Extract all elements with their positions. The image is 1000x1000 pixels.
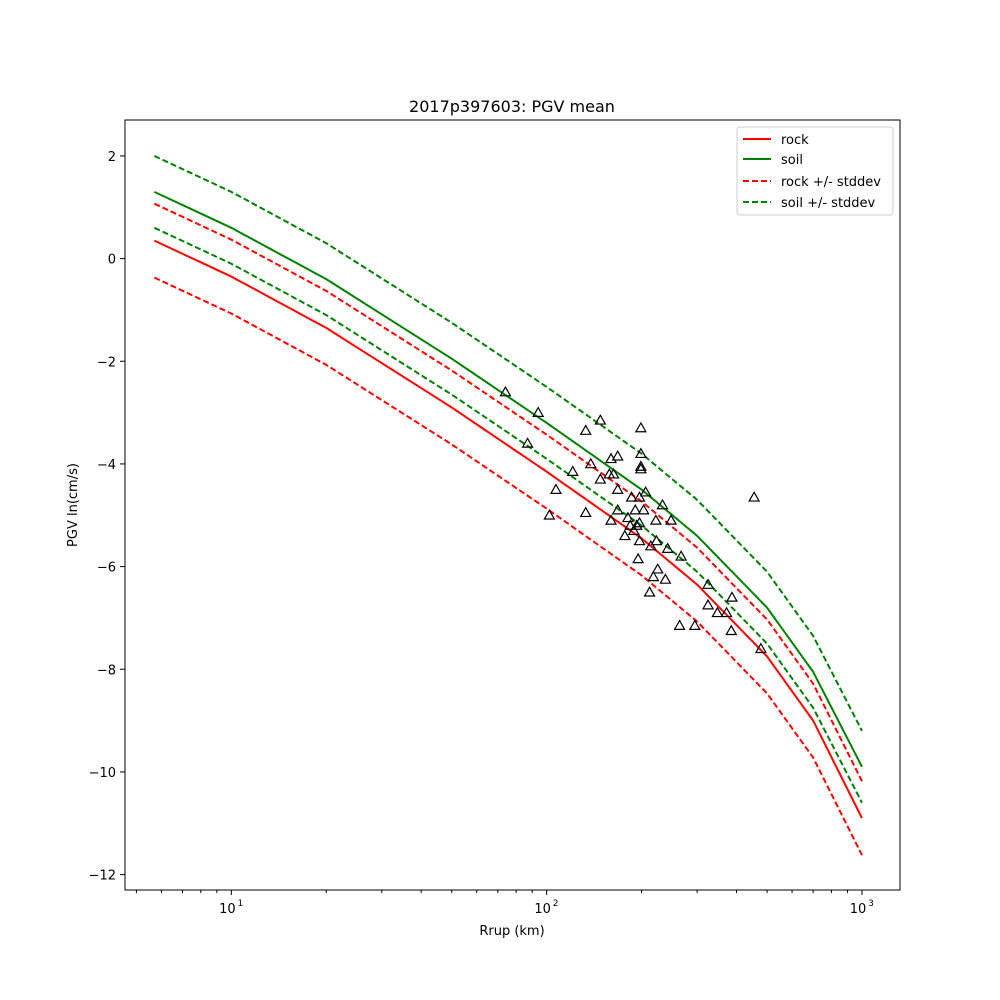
observation-marker	[579, 506, 592, 518]
observation-marker	[604, 514, 618, 525]
observation-marker	[711, 606, 724, 618]
observation-marker	[754, 642, 767, 654]
series-line-soil-stddev	[153, 155, 863, 732]
observation-marker	[634, 421, 647, 433]
observation-marker	[643, 586, 656, 597]
series-line-rock	[153, 239, 863, 819]
x-tick-exponent: 1	[237, 899, 243, 909]
x-axis-label: Rrup (km)	[479, 924, 544, 939]
observation-marker	[621, 511, 634, 523]
observation-marker	[633, 491, 646, 502]
series-line-soil	[153, 190, 863, 768]
x-tick-label: 10	[850, 902, 867, 917]
y-tick-label: −12	[89, 869, 116, 884]
y-tick-label: −8	[97, 663, 116, 678]
observation-marker	[650, 534, 663, 546]
observation-marker	[702, 578, 715, 589]
observation-marker	[649, 514, 662, 525]
y-axis-ticks: 2 0 −2 −4 −6 −8 −10 −12	[89, 150, 125, 884]
series-line-soil-stddev-lower	[153, 226, 863, 804]
observation-marker	[634, 447, 647, 459]
y-tick-label: −4	[97, 458, 116, 473]
observation-marker	[521, 437, 534, 448]
observation-marker	[647, 570, 660, 582]
observation-marker	[607, 467, 620, 479]
y-axis-label: PGV ln(cm/s)	[66, 463, 81, 547]
observation-marker	[543, 509, 556, 520]
observation-marker	[634, 462, 647, 474]
observation-marker	[688, 619, 701, 630]
observation-marker	[630, 519, 643, 530]
observation-marker	[579, 424, 592, 435]
observation-marker	[549, 483, 562, 494]
x-tick-exponent: 3	[868, 899, 874, 909]
y-tick-label: −2	[97, 355, 116, 370]
observation-marker	[633, 516, 646, 528]
observation-marker	[584, 457, 597, 469]
observation-marker	[748, 491, 761, 502]
x-tick-label: 10	[534, 902, 551, 917]
observation-marker	[702, 598, 715, 610]
observation-marker	[675, 550, 688, 561]
observation-marker	[665, 514, 678, 525]
observation-marker	[634, 460, 647, 471]
observation-marker	[499, 385, 512, 397]
observation-marker	[629, 503, 642, 515]
observation-marker	[725, 591, 739, 602]
observation-marker	[656, 498, 669, 510]
legend: rock soil rock +/- stddev soil +/- stdde…	[736, 126, 894, 216]
y-tick-label: −10	[89, 766, 116, 781]
observation-marker	[566, 465, 579, 476]
observation-marker	[532, 406, 545, 417]
observation-marker	[637, 503, 650, 515]
legend-label-rock: rock	[781, 133, 809, 148]
observation-marker	[594, 414, 607, 425]
observation-marker	[611, 450, 624, 461]
observation-marker	[625, 491, 638, 502]
observation-marker	[611, 483, 624, 494]
observation-marker	[673, 619, 686, 630]
observation-marker	[659, 573, 672, 584]
observation-marker	[720, 606, 733, 618]
observation-marker	[725, 624, 738, 636]
series-line-rock-stddev-lower	[153, 276, 863, 856]
chart-title: 2017p397603: PGV mean	[409, 97, 615, 116]
plot-frame	[124, 119, 901, 891]
y-tick-label: −6	[97, 561, 116, 576]
legend-label-rock-stddev: rock +/- stddev	[781, 175, 881, 190]
observation-marker	[661, 542, 674, 553]
observation-marker	[611, 503, 624, 515]
observation-marker	[644, 539, 657, 551]
observation-marker	[633, 534, 646, 546]
observation-marker	[632, 552, 645, 564]
observation-marker	[624, 519, 637, 530]
x-axis-ticks: 10 1 10 2 10 3	[135, 890, 874, 917]
y-tick-label: 0	[108, 253, 116, 268]
y-tick-label: 2	[108, 150, 116, 165]
x-tick-exponent: 2	[553, 899, 559, 909]
observation-marker	[639, 485, 652, 497]
legend-box	[736, 126, 894, 216]
observation-marker	[618, 529, 631, 541]
observation-marker	[594, 473, 607, 484]
legend-label-soil-stddev: soil +/- stddev	[781, 196, 876, 211]
x-tick-label: 10	[219, 902, 236, 917]
observation-marker	[627, 524, 640, 536]
legend-label-soil: soil	[781, 153, 803, 168]
observation-marker	[651, 562, 664, 574]
observation-markers	[499, 385, 767, 654]
